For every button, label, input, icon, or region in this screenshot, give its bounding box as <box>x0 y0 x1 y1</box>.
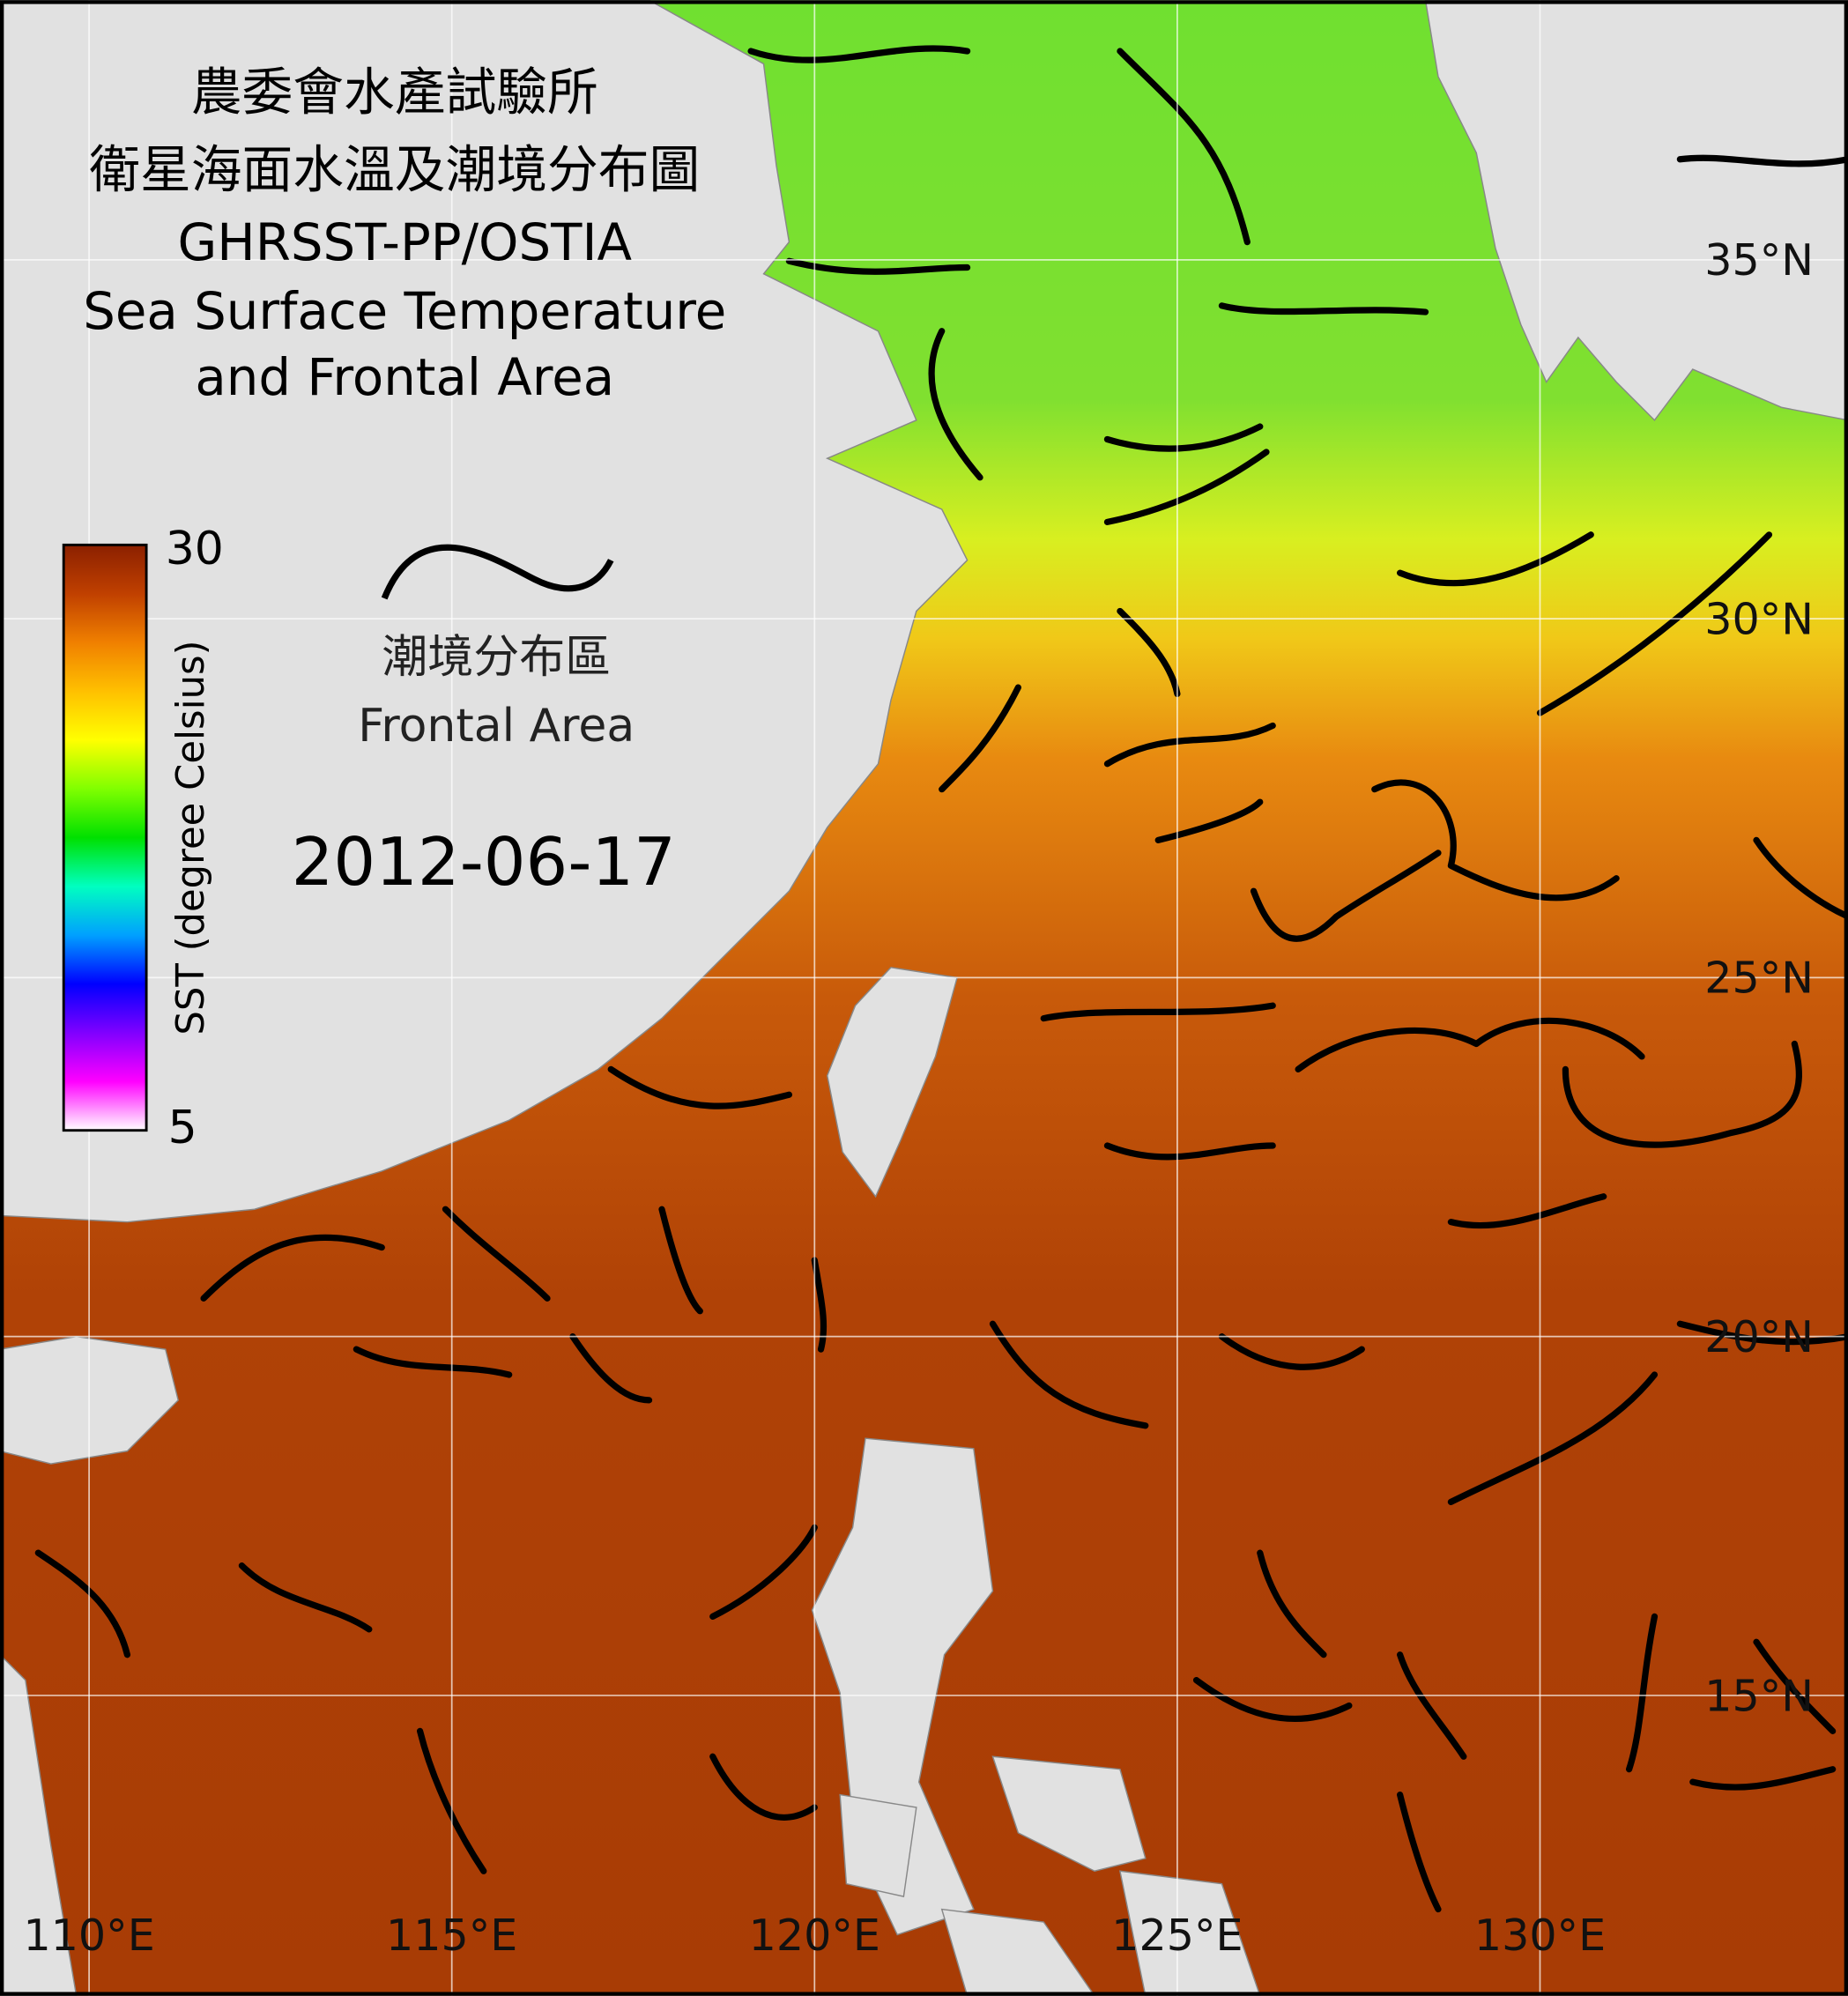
front-line <box>1040 1002 1276 1022</box>
front-line <box>989 1320 1149 1429</box>
latitude-label: 25°N <box>1704 953 1814 1004</box>
title-line: 農委會水產試驗所 <box>191 62 598 122</box>
front-line <box>1103 1142 1276 1161</box>
title-line: and Frontal Area <box>195 347 614 407</box>
front-line <box>1397 531 1594 587</box>
front-line <box>1447 1371 1659 1506</box>
latitude-label: 20°N <box>1704 1311 1814 1362</box>
front-line <box>442 1206 551 1302</box>
land-korea-japan <box>1424 0 1848 421</box>
front-line <box>747 45 971 63</box>
front-line <box>1192 1676 1353 1723</box>
front-line <box>785 257 971 275</box>
front-line <box>1689 1766 1837 1791</box>
front-line <box>1103 423 1264 452</box>
title-line: Sea Surface Temperature <box>83 281 726 341</box>
land-china <box>0 0 969 1223</box>
land-mindoro <box>839 1793 917 1897</box>
front-line <box>1154 798 1264 844</box>
front-line <box>1117 48 1251 246</box>
date: 2012-06-17 <box>292 823 676 901</box>
longitude-label: 125°E <box>1111 1910 1243 1961</box>
front-line <box>709 1753 818 1821</box>
front-line <box>811 1257 828 1353</box>
front-line <box>1218 1333 1365 1370</box>
colorbar <box>62 543 148 1132</box>
front-line <box>1447 1193 1607 1229</box>
land-indochina <box>0 1653 78 1996</box>
colorbar-min: 5 <box>168 1102 197 1154</box>
front-line <box>1103 722 1276 768</box>
front-line <box>1562 1040 1802 1148</box>
front-line <box>1397 1791 1442 1913</box>
longitude-label: 130°E <box>1474 1910 1606 1961</box>
front-line <box>416 1727 487 1874</box>
front-line <box>1676 1320 1848 1346</box>
front-line <box>353 1346 513 1378</box>
front-line <box>607 1065 793 1109</box>
legend-label-zh: 潮境分布區 <box>382 631 611 684</box>
front-line <box>939 684 1021 793</box>
front-line <box>928 328 983 481</box>
front-line <box>200 1234 385 1302</box>
front-line <box>1103 449 1270 525</box>
front-line <box>1295 1017 1645 1072</box>
land-taiwan <box>826 967 958 1198</box>
latitude-label: 30°N <box>1704 593 1814 644</box>
colorbar-label: SST (degree Celsius) <box>169 640 213 1035</box>
front-line <box>34 1549 131 1658</box>
front-line <box>1753 1638 1837 1734</box>
front-line <box>1676 154 1848 167</box>
front-line <box>1250 850 1442 942</box>
coordinate-labels: 35°N 30°N 25°N 20°N 15°N 110°E 115°E 120°E 125°E… <box>23 234 1814 1961</box>
front-line <box>1753 836 1848 920</box>
front-line <box>1536 531 1773 716</box>
title-line: GHRSST-PP/OSTIA <box>178 212 633 272</box>
front-line <box>1218 302 1429 315</box>
front-line <box>1257 1549 1327 1658</box>
land-visayas <box>991 1755 1147 1872</box>
longitude-label: 120°E <box>749 1910 880 1961</box>
legend-front-symbol <box>381 544 614 600</box>
front-line <box>1371 779 1620 902</box>
front-line <box>1625 1613 1659 1773</box>
front-line <box>658 1206 703 1315</box>
title-line: 衛星海面水溫及潮境分布圖 <box>89 140 700 200</box>
longitude-label: 115°E <box>386 1910 517 1961</box>
colorbar-max: 30 <box>166 523 224 575</box>
legend-label-en: Frontal Area <box>358 700 635 753</box>
title-block: 農委會水產試驗所 衛星海面水溫及潮境分布圖 GHRSST-PP/OSTIA Se… <box>83 62 726 407</box>
longitude-label: 110°E <box>23 1910 154 1961</box>
fronts <box>34 45 1848 1913</box>
front-line <box>1397 1651 1467 1760</box>
front-line <box>709 1524 818 1620</box>
front-line <box>238 1562 373 1633</box>
latitude-label: 15°N <box>1704 1670 1814 1721</box>
front-line <box>569 1333 653 1404</box>
latitude-label: 35°N <box>1704 234 1814 286</box>
